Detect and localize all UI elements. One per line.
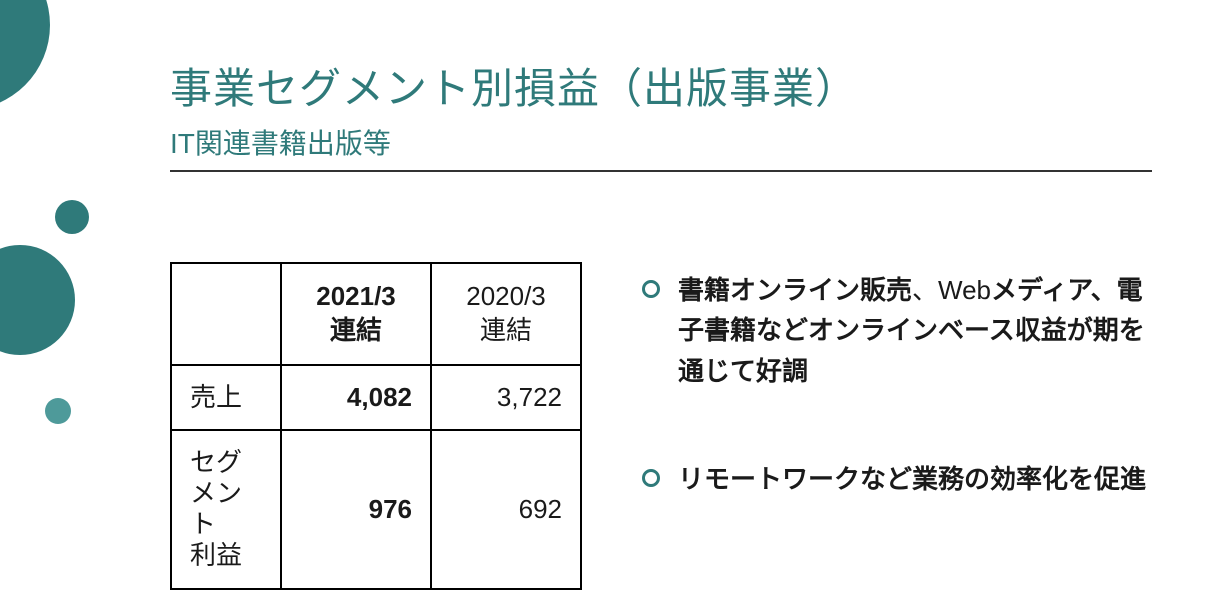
- slide: 事業セグメント別損益（出版事業） IT関連書籍出版等 2021/3 連結 202…: [0, 0, 1212, 604]
- content-row: 2021/3 連結 2020/3 連結 売上4,0823,722セグメント利益9…: [170, 262, 1152, 590]
- table-header-col1: 2021/3 連結: [281, 263, 431, 365]
- page-title: 事業セグメント別損益（出版事業）: [170, 55, 1152, 116]
- table-row: セグメント利益976692: [171, 430, 581, 589]
- bullet-marker-icon: [642, 469, 660, 487]
- segment-table: 2021/3 連結 2020/3 連結 売上4,0823,722セグメント利益9…: [170, 262, 582, 590]
- page-subtitle: IT関連書籍出版等: [170, 122, 1152, 162]
- table-header-col2: 2020/3 連結: [431, 263, 581, 365]
- table-row-label: 売上: [171, 365, 281, 430]
- table-cell: 976: [281, 430, 431, 589]
- table-row-label: セグメント利益: [171, 430, 281, 589]
- title-underline: [170, 170, 1152, 172]
- bullet-marker-icon: [642, 280, 660, 298]
- table-cell: 692: [431, 430, 581, 589]
- bullet-list: 書籍オンライン販売、Webメディア、電子書籍などオンラインベース収益が期を通じて…: [642, 262, 1152, 567]
- table-row: 売上4,0823,722: [171, 365, 581, 430]
- bullet-item: リモートワークなど業務の効率化を促進: [642, 459, 1152, 499]
- table-cell: 4,082: [281, 365, 431, 430]
- title-block: 事業セグメント別損益（出版事業） IT関連書籍出版等: [170, 55, 1152, 172]
- table-header-blank: [171, 263, 281, 365]
- bullet-text: 書籍オンライン販売、Webメディア、電子書籍などオンラインベース収益が期を通じて…: [678, 270, 1152, 391]
- table-cell: 3,722: [431, 365, 581, 430]
- bullet-item: 書籍オンライン販売、Webメディア、電子書籍などオンラインベース収益が期を通じて…: [642, 270, 1152, 391]
- bullet-text: リモートワークなど業務の効率化を促進: [678, 459, 1146, 499]
- table-body: 売上4,0823,722セグメント利益976692: [171, 365, 581, 589]
